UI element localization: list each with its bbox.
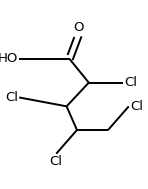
Text: HO: HO [0,53,18,65]
Text: Cl: Cl [5,91,18,104]
Text: O: O [73,21,84,34]
Text: Cl: Cl [50,155,63,168]
Text: Cl: Cl [130,100,143,113]
Text: Cl: Cl [124,76,137,89]
